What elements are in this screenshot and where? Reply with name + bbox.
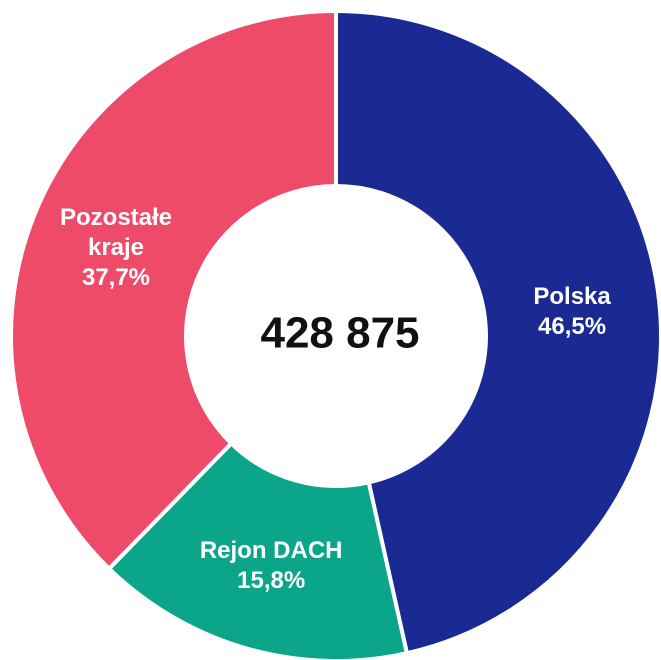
center-label: 428 875 — [260, 309, 419, 358]
label-box: Rejon DACH 15,8% — [171, 506, 371, 626]
category-label: Rejon DACH — [199, 537, 343, 565]
donut-segment — [334, 8, 661, 656]
donut-segment — [9, 8, 338, 572]
value-label: 15,8% — [237, 567, 306, 595]
value-label: 46,5% — [538, 312, 607, 340]
donut-segment — [106, 440, 410, 660]
label-box: Polska 46,5% — [472, 252, 661, 372]
category-label: Polska — [533, 282, 611, 310]
label-box: Pozostałe kraje 37,7% — [16, 188, 216, 308]
value-label: 37,7% — [81, 264, 151, 292]
category-label: Pozostałe kraje — [59, 204, 173, 262]
